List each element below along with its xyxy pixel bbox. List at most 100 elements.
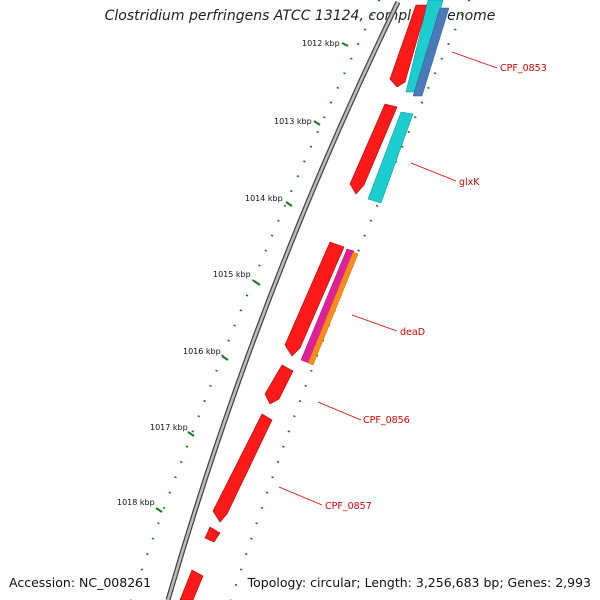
gene-label-cpf0856: CPF_0856 (317, 401, 410, 426)
track-tick (343, 72, 346, 75)
track-tick (157, 522, 160, 525)
track-tick (209, 384, 212, 388)
track-tick (265, 491, 269, 494)
track-tick (244, 552, 248, 556)
track-tick (239, 309, 243, 312)
track-tick (264, 249, 268, 252)
track-tick (460, 13, 464, 17)
tick-1016: 1016 kbp (183, 347, 229, 361)
track-tick (336, 86, 340, 90)
track-tick (140, 568, 144, 571)
tick-1017: 1017 kbp (150, 423, 195, 437)
tick-label: 1012 kbp (302, 39, 340, 48)
track-tick (135, 583, 138, 587)
gc-content-track (130, 0, 381, 600)
gene-label-text: glxK (459, 177, 480, 188)
track-tick (356, 42, 360, 46)
track-tick (309, 145, 313, 148)
track-tick (168, 491, 172, 494)
track-tick (174, 476, 177, 479)
track-tick (453, 28, 457, 31)
track-tick (282, 445, 285, 448)
cds-dead (284, 241, 345, 357)
gene-label-dead: deaD (351, 314, 425, 338)
gene-label-glxk: glxK (410, 162, 480, 188)
track-tick (146, 552, 149, 556)
track-tick (276, 460, 280, 464)
feature-orange-dead (307, 251, 359, 366)
cds-bottom (179, 569, 204, 600)
cds-glxk (349, 103, 398, 195)
track-tick (296, 175, 300, 178)
track-tick (287, 430, 291, 433)
track-tick (303, 160, 306, 163)
track-tick (369, 219, 373, 222)
tick-label: 1018 kbp (117, 498, 155, 507)
track-tick (251, 279, 255, 282)
track-tick (467, 0, 471, 2)
feature-blue-top (412, 7, 450, 97)
track-tick (227, 339, 230, 342)
track-tick (215, 369, 218, 372)
track-tick (191, 430, 195, 433)
map-title: Clostridium perfringens ATCC 13124, comp… (104, 8, 496, 24)
track-tick (271, 476, 274, 479)
track-tick (245, 294, 249, 297)
track-tick (298, 399, 302, 403)
track-tick (357, 249, 360, 252)
tick-1014: 1014 kbp (245, 194, 293, 207)
track-tick (185, 445, 189, 448)
track-tick (203, 399, 206, 403)
tick-1013: 1013 kbp (274, 117, 321, 126)
track-tick (375, 204, 379, 208)
track-tick (293, 415, 296, 418)
cds-cpf0857 (212, 413, 273, 523)
track-tick (329, 101, 333, 104)
track-tick (322, 116, 326, 119)
tick-label: 1014 kbp (245, 194, 283, 203)
cds-cpf0856 (264, 364, 294, 405)
track-tick (363, 234, 366, 237)
track-tick (162, 506, 166, 510)
track-tick (413, 116, 417, 119)
track-tick (363, 28, 367, 31)
genome-backbone (166, 1, 400, 600)
tick-label: 1015 kbp (213, 270, 251, 279)
track-tick (151, 537, 155, 540)
track-tick (349, 57, 353, 60)
track-tick (239, 568, 243, 571)
tick-1012: 1012 kbp (302, 39, 349, 48)
track-tick (290, 189, 293, 193)
cds-small (204, 526, 221, 543)
accession-text: Accession: NC_008261 (9, 575, 152, 590)
track-tick (233, 324, 236, 327)
track-tick (260, 506, 264, 510)
gene-label-text: deaD (400, 327, 425, 338)
feature-cyan-glxk (367, 111, 414, 204)
track-tick (377, 0, 381, 2)
track-tick (197, 415, 200, 418)
track-tick (433, 72, 437, 75)
gene-label-cpf0857: CPF_0857 (278, 486, 372, 512)
track-tick (234, 583, 238, 587)
gene-label-text: CPF_0857 (325, 501, 372, 512)
track-tick (283, 204, 287, 208)
track-tick (277, 219, 280, 222)
gene-label-text: CPF_0856 (363, 415, 410, 426)
track-tick (255, 522, 258, 525)
track-tick (407, 130, 411, 134)
track-tick (221, 354, 224, 357)
gene-label-cpf0853: CPF_0853 (451, 51, 547, 74)
track-tick (447, 42, 450, 46)
track-tick (316, 130, 319, 134)
track-tick (401, 145, 404, 148)
track-tick (258, 264, 261, 267)
tick-label: 1017 kbp (150, 423, 188, 432)
track-tick (250, 537, 253, 540)
track-tick (420, 101, 424, 104)
track-tick (370, 13, 374, 17)
cds-cpf0853 (389, 4, 428, 88)
annotation-features (300, 0, 450, 366)
track-tick (179, 460, 183, 464)
